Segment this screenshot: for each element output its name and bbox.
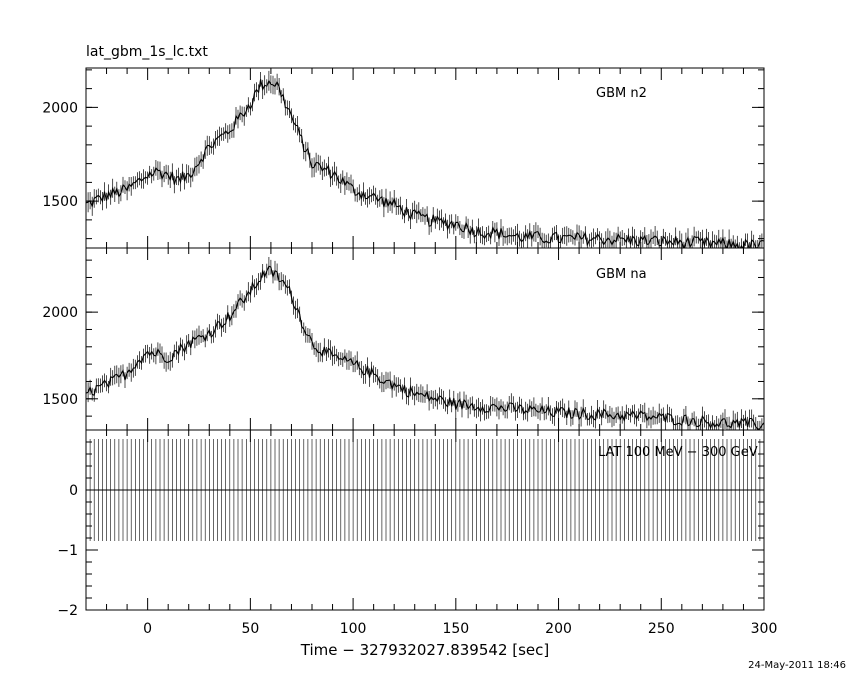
x-axis-label: Time − 327932027.839542 [sec] [300,641,550,659]
error-bars [86,257,764,430]
y-tick-label: 1500 [42,392,78,408]
x-tick-label: 300 [751,621,778,637]
series-line [86,79,764,248]
series-line [86,265,764,430]
x-tick-label: 250 [648,621,675,637]
gbm-na-panel: 1500 2000 GBM na [42,247,765,431]
x-tick-label: 200 [545,621,572,637]
y-tick-label: 2000 [42,100,78,116]
x-tick-label: 150 [442,621,469,637]
lat-panel: −2 −1 0 LAT 100 MeV − 300 GeV [57,429,765,619]
panel-label: LAT 100 MeV − 300 GeV [598,445,758,460]
x-tick-label: 100 [340,621,367,637]
timestamp: 24-May-2011 18:46 [748,660,846,671]
y-tick-label: −2 [57,603,78,619]
panel-label: GBM na [596,267,647,282]
y-tick-label: 2000 [42,305,78,321]
panel-label: GBM n2 [596,86,647,101]
y-tick-label: 0 [69,483,78,499]
y-tick-label: −1 [57,543,78,559]
gbm-n2-panel: 1500 2000 GBM n2 [42,67,765,249]
y-tick-label: 1500 [42,194,78,210]
file-title: lat_gbm_1s_lc.txt [86,44,208,60]
x-tick-label: 50 [241,621,259,637]
x-axis: 0 50 100 150 200 250 300 [143,621,777,637]
error-bars [86,70,764,248]
x-tick-label: 0 [143,621,152,637]
